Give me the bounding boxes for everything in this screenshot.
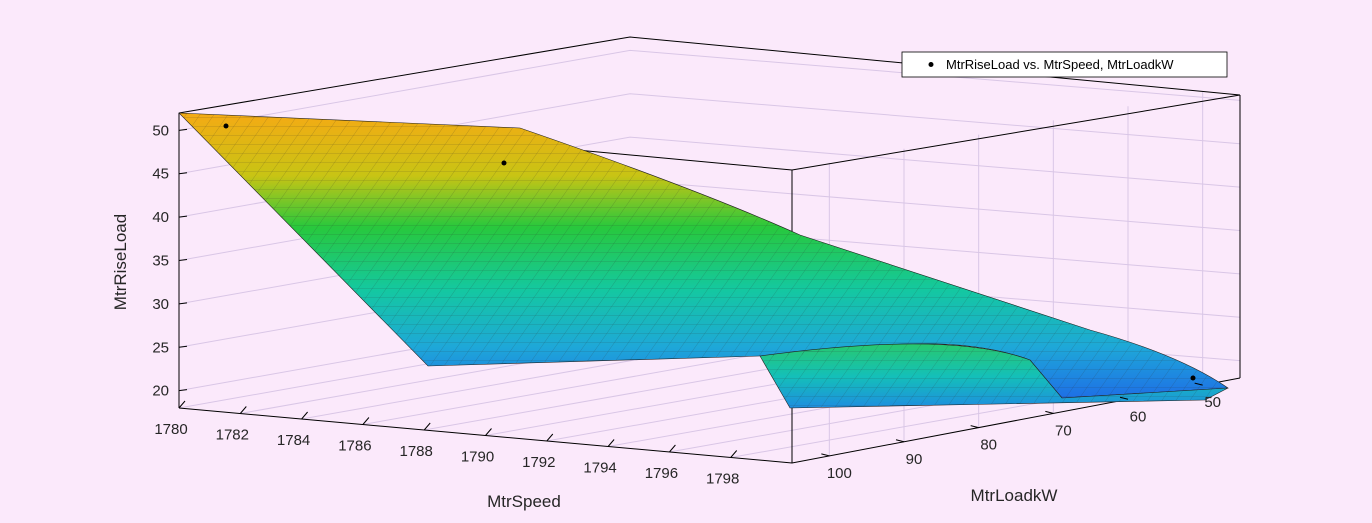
x-tick-label: 1780 bbox=[154, 421, 187, 438]
y-tick-label: 60 bbox=[1130, 408, 1147, 425]
y-tick-label: 100 bbox=[827, 465, 852, 482]
x-tick-label: 1784 bbox=[277, 432, 310, 449]
y-axis-ticks: 100 90 80 70 60 50 bbox=[821, 382, 1221, 482]
y-tick-label: 80 bbox=[980, 437, 997, 454]
z-tick-label: 25 bbox=[152, 339, 169, 356]
z-tick-label: 40 bbox=[152, 209, 169, 226]
x-tick-mark bbox=[485, 428, 492, 436]
z-tick-mark bbox=[178, 172, 188, 175]
y-tick-mark bbox=[1119, 396, 1129, 400]
x-axis-label: MtrSpeed bbox=[487, 492, 561, 511]
legend: MtrRiseLoad vs. MtrSpeed, MtrLoadkW bbox=[901, 51, 1228, 78]
z-tick-label: 30 bbox=[152, 296, 169, 313]
fit-surface bbox=[178, 112, 1229, 409]
legend-marker bbox=[928, 62, 934, 67]
y-axis-label: MtrLoadkW bbox=[971, 486, 1058, 505]
legend-box bbox=[901, 51, 1228, 78]
z-axis-ticks: 20 25 30 35 40 45 50 bbox=[152, 122, 188, 400]
y-tick-mark bbox=[1194, 382, 1203, 386]
z-axis-label: MtrRiseLoad bbox=[111, 214, 130, 310]
x-tick-label: 1798 bbox=[706, 471, 739, 488]
z-tick-label: 20 bbox=[152, 383, 169, 400]
z-tick-label: 45 bbox=[152, 166, 169, 183]
z-tick-mark bbox=[178, 345, 188, 348]
y-tick-label: 50 bbox=[1204, 394, 1221, 411]
x-tick-label: 1792 bbox=[522, 454, 555, 471]
x-tick-mark bbox=[546, 433, 554, 442]
x-tick-mark bbox=[730, 450, 738, 458]
x-tick-label: 1788 bbox=[400, 443, 433, 460]
x-tick-label: 1794 bbox=[583, 460, 616, 477]
data-point bbox=[1190, 375, 1196, 381]
x-tick-mark bbox=[239, 406, 247, 414]
grid-line bbox=[178, 49, 1241, 131]
x-tick-label: 1796 bbox=[645, 465, 678, 482]
data-point bbox=[223, 123, 229, 129]
y-tick-mark bbox=[1045, 410, 1054, 414]
z-tick-mark bbox=[178, 128, 188, 131]
x-tick-mark bbox=[423, 422, 431, 431]
x-tick-label: 1782 bbox=[216, 427, 249, 444]
data-point bbox=[501, 160, 507, 166]
x-tick-label: 1786 bbox=[338, 438, 371, 455]
z-tick-label: 50 bbox=[152, 122, 169, 139]
legend-entry: MtrRiseLoad vs. MtrSpeed, MtrLoadkW bbox=[946, 57, 1174, 72]
z-tick-label: 35 bbox=[152, 253, 169, 270]
y-tick-mark bbox=[821, 453, 830, 457]
x-tick-label: 1790 bbox=[461, 449, 494, 466]
y-tick-mark bbox=[895, 439, 905, 443]
z-tick-mark bbox=[178, 302, 188, 305]
z-tick-mark bbox=[178, 259, 188, 261]
grid-line bbox=[362, 344, 814, 425]
x-tick-mark bbox=[607, 439, 615, 447]
x-tick-mark bbox=[362, 417, 370, 425]
z-tick-mark bbox=[178, 389, 188, 392]
y-tick-label: 90 bbox=[906, 451, 923, 468]
x-tick-mark bbox=[178, 400, 186, 409]
y-tick-mark bbox=[970, 425, 979, 429]
y-tick-label: 70 bbox=[1055, 422, 1072, 439]
z-tick-mark bbox=[178, 215, 188, 218]
data-points bbox=[223, 123, 1196, 381]
x-axis-ticks: 1780 1782 1784 1786 1788 1790 1792 1794 1796 1798 bbox=[154, 400, 739, 488]
x-tick-mark bbox=[669, 444, 676, 453]
x-tick-mark bbox=[301, 411, 308, 420]
